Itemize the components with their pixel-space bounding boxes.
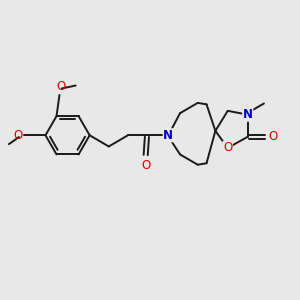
Text: O: O xyxy=(56,80,65,94)
Text: O: O xyxy=(141,159,150,172)
Text: O: O xyxy=(13,129,22,142)
Text: N: N xyxy=(163,129,173,142)
Text: O: O xyxy=(223,141,232,154)
Text: N: N xyxy=(243,108,253,121)
Text: O: O xyxy=(268,130,278,143)
